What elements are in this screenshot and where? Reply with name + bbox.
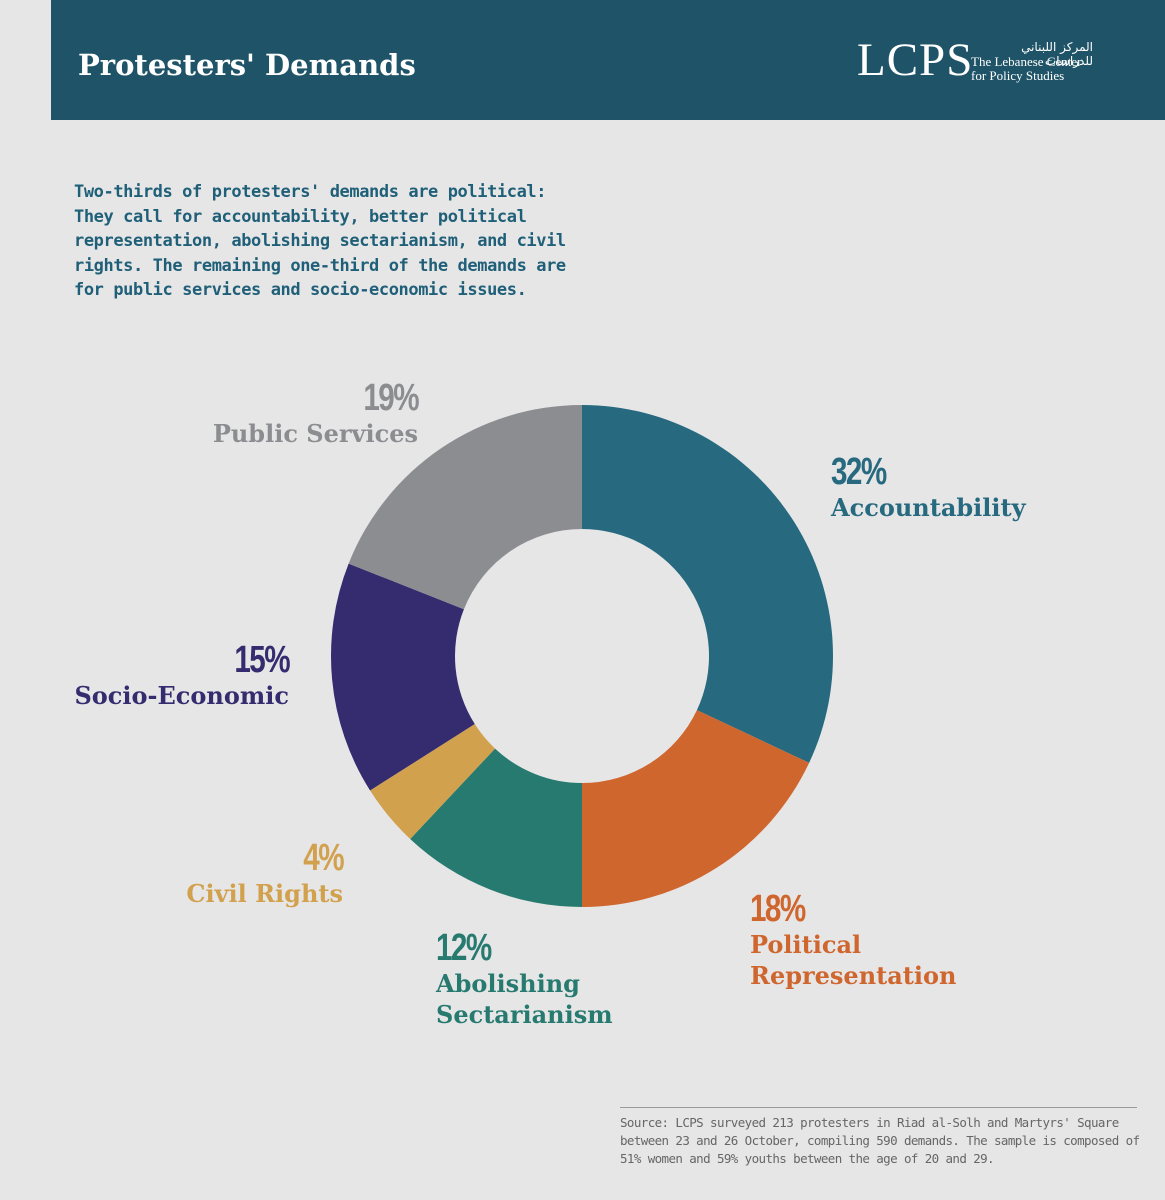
donut-slice-public-services <box>348 405 582 610</box>
label-public-services: 19% Public Services <box>160 377 420 449</box>
logo-name-line-2: for Policy Studies <box>971 68 1065 83</box>
label-civil-rights: 4% Civil Rights <box>140 837 344 909</box>
label-abolishing-sectarianism: 12% Abolishing Sectarianism <box>436 928 616 1030</box>
donut-slice-abolishing-sectarianism <box>410 748 582 907</box>
value-label-public-services: 19% <box>363 377 419 419</box>
label-political-representation: 18% Political Representation <box>750 889 970 991</box>
label-accountability: 32% Accountability <box>831 452 1026 523</box>
logo-mark: LCPS <box>857 34 974 86</box>
source-divider <box>620 1107 1137 1108</box>
page-title: Protesters' Demands <box>78 48 416 82</box>
value-label-civil-rights: 4% <box>303 837 344 879</box>
header-banner: Protesters' Demands LCPS المركز اللبناني… <box>51 0 1165 120</box>
value-label-accountability: 32% <box>831 451 887 493</box>
value-label-abolishing-sectarianism: 12% <box>436 927 492 969</box>
donut-slice-accountability <box>582 405 834 763</box>
category-label-abolishing-sectarianism: Abolishing Sectarianism <box>436 969 613 1029</box>
value-label-political-representation: 18% <box>750 888 806 930</box>
intro-text: Two-thirds of protesters' demands are po… <box>74 182 566 300</box>
category-label-public-services: Public Services <box>212 419 418 448</box>
category-label-socio-economic: Socio-Economic <box>74 681 289 710</box>
value-label-socio-economic: 15% <box>234 639 290 681</box>
logo-arabic-name: المركز اللبناني للدراسات <box>1021 40 1093 68</box>
category-label-political-representation: Political Representation <box>750 930 957 990</box>
donut-slice-socio-economic <box>331 563 475 791</box>
donut-slice-civil-rights <box>370 724 496 839</box>
source-note: Source: LCPS surveyed 213 protesters in … <box>620 1115 1140 1166</box>
logo-name-line-1: The Lebanese Center <box>971 54 1082 69</box>
donut-slice-political-representation <box>582 710 810 907</box>
label-socio-economic: 15% Socio-Economic <box>60 639 290 711</box>
category-label-civil-rights: Civil Rights <box>186 879 343 908</box>
lcps-logo: LCPS المركز اللبناني للدراسات The Lebane… <box>857 34 1117 90</box>
category-label-accountability: Accountability <box>831 493 1026 522</box>
